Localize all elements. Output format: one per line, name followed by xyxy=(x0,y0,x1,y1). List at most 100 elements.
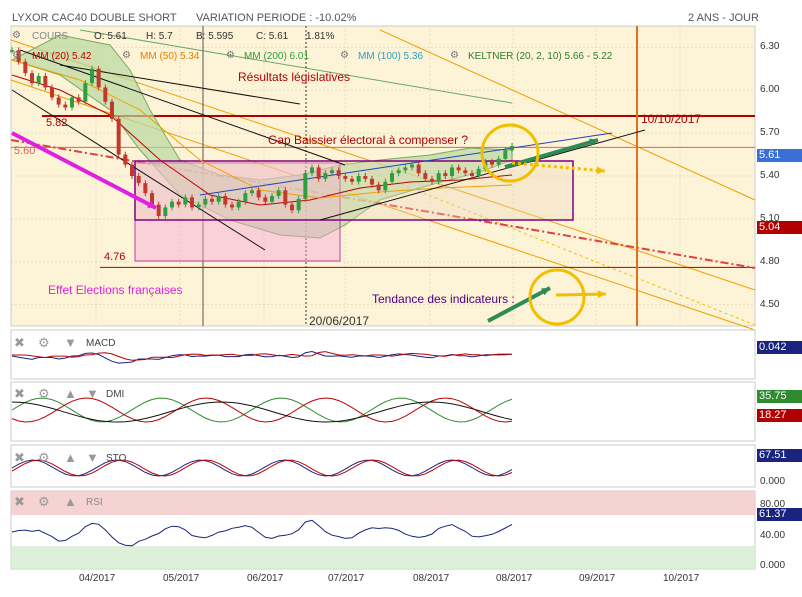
magenta-arrow xyxy=(11,131,157,210)
dmi-plus-line xyxy=(11,397,513,423)
gear-icon[interactable]: ⚙ xyxy=(12,50,21,61)
legend-mm20: MM (20) 5.42 xyxy=(32,51,92,62)
candle-body xyxy=(123,154,128,165)
candle-body xyxy=(330,170,334,174)
macd-panel xyxy=(10,329,756,380)
candle-body xyxy=(23,61,28,74)
candle-body xyxy=(490,161,494,165)
candle-body xyxy=(363,176,368,179)
arrow-up-icon[interactable]: ▲ xyxy=(64,386,77,401)
yellow-arrow-indicators xyxy=(555,292,607,297)
candle-body xyxy=(476,168,481,176)
candle-body xyxy=(76,97,81,102)
candle-body xyxy=(316,167,321,179)
dmi-panel xyxy=(10,381,756,442)
gear-icon[interactable]: ⚙ xyxy=(340,50,349,61)
candle-body xyxy=(136,176,141,184)
rsi-axis-40: 40.00 xyxy=(760,530,786,541)
gear-icon[interactable]: ⚙ xyxy=(226,50,235,61)
x-tick-label: 04/2017 xyxy=(79,573,116,584)
candle-body xyxy=(336,170,341,176)
candle-body xyxy=(116,118,121,155)
candle-body xyxy=(396,170,401,174)
green-arrow-indicators-head xyxy=(541,288,550,296)
x-tick-label: 09/2017 xyxy=(579,573,616,584)
candle-body xyxy=(470,173,474,176)
mm50-line xyxy=(11,59,513,199)
candle-body xyxy=(190,197,194,208)
legend-change: 1.81% xyxy=(306,31,335,42)
arrow-down-icon[interactable]: ▼ xyxy=(86,386,99,401)
sto-value-tag: 67.51 xyxy=(757,449,802,462)
candle-body xyxy=(410,164,414,168)
close-icon[interactable]: ✖ xyxy=(14,335,25,350)
candle-body xyxy=(230,204,234,208)
candle-body xyxy=(356,176,361,182)
y-tick-label: 5.10 xyxy=(760,212,780,224)
candle-body xyxy=(463,170,468,174)
y-tick-label: 5.40 xyxy=(760,170,780,181)
x-tick-label: 08/2017 xyxy=(413,573,450,584)
arrow-down-icon[interactable]: ▼ xyxy=(64,335,77,350)
close-icon[interactable]: ✖ xyxy=(14,386,25,401)
rsi-value-tag: 61.37 xyxy=(757,508,802,521)
indicator-legend: ⚙ COURS O: 5.61 H: 5.7 B: 5.595 C: 5.61 … xyxy=(10,30,750,70)
rsi-axis-80: 80.00 xyxy=(760,499,786,510)
dmi-value-tag-2: 18.27 xyxy=(757,409,802,422)
macd-value-tag: 0.042 xyxy=(757,341,802,354)
period-selector[interactable]: 2 ANS - JOUR xyxy=(688,12,759,24)
level-label-582: 5.82 xyxy=(46,117,68,129)
candle-body xyxy=(210,198,214,202)
gear-icon[interactable]: ⚙ xyxy=(38,386,50,401)
dmi-adx-line xyxy=(11,401,513,423)
gear-icon[interactable]: ⚙ xyxy=(38,335,50,350)
rsi-overbought-zone xyxy=(11,491,755,515)
candle-body xyxy=(416,164,421,174)
mm200-line xyxy=(79,29,513,104)
rsi-oversold-zone xyxy=(11,546,755,569)
sto-label: STO xyxy=(106,453,127,464)
gear-icon[interactable]: ⚙ xyxy=(38,494,50,509)
legend-high: H: 5.7 xyxy=(146,31,173,42)
macd-label: MACD xyxy=(86,338,116,349)
candle-body xyxy=(10,50,14,52)
gear-icon[interactable]: ⚙ xyxy=(450,50,459,61)
rsi-label: RSI xyxy=(86,497,103,508)
rsi-line xyxy=(11,519,513,547)
arrow-up-icon[interactable]: ▲ xyxy=(64,494,77,509)
gear-icon[interactable]: ⚙ xyxy=(38,450,50,465)
candle-body xyxy=(496,158,501,165)
y-tick-label: 5.70 xyxy=(760,127,780,139)
arrow-down-icon[interactable]: ▼ xyxy=(86,450,99,465)
candle-body xyxy=(110,101,114,119)
close-icon[interactable]: ✖ xyxy=(14,494,25,509)
candle-body xyxy=(176,201,181,205)
annotation-date-1010: 10/10/2017 xyxy=(641,112,702,126)
candle-body xyxy=(256,190,261,198)
legend-cours: COURS xyxy=(32,31,69,42)
trendline-black-4 xyxy=(319,129,646,221)
legend-low: B: 5.595 xyxy=(196,31,234,42)
candle-body xyxy=(156,204,161,216)
highlight-circle-indicators xyxy=(528,268,586,326)
arrow-up-icon[interactable]: ▲ xyxy=(64,450,77,465)
annotation-legislatives: Résultats législatives xyxy=(238,70,351,84)
y-tick-label: 6.00 xyxy=(760,84,780,96)
candle-body xyxy=(63,104,68,108)
candle-body xyxy=(503,150,508,159)
candle-body xyxy=(343,176,348,179)
candle-body xyxy=(243,193,248,202)
macd-signal-line xyxy=(12,351,513,361)
candle-body xyxy=(456,167,461,171)
close-icon[interactable]: ✖ xyxy=(14,450,25,465)
gear-icon[interactable]: ⚙ xyxy=(12,30,21,41)
candle-body xyxy=(403,167,408,171)
candle-body xyxy=(96,68,101,88)
candle-body xyxy=(423,173,428,179)
gear-icon[interactable]: ⚙ xyxy=(122,50,131,61)
x-tick-label: 10/2017 xyxy=(663,573,700,584)
candle-body xyxy=(390,173,394,182)
green-arrow-indicators xyxy=(487,286,551,323)
sto-axis-label: 0.000 xyxy=(760,476,786,487)
